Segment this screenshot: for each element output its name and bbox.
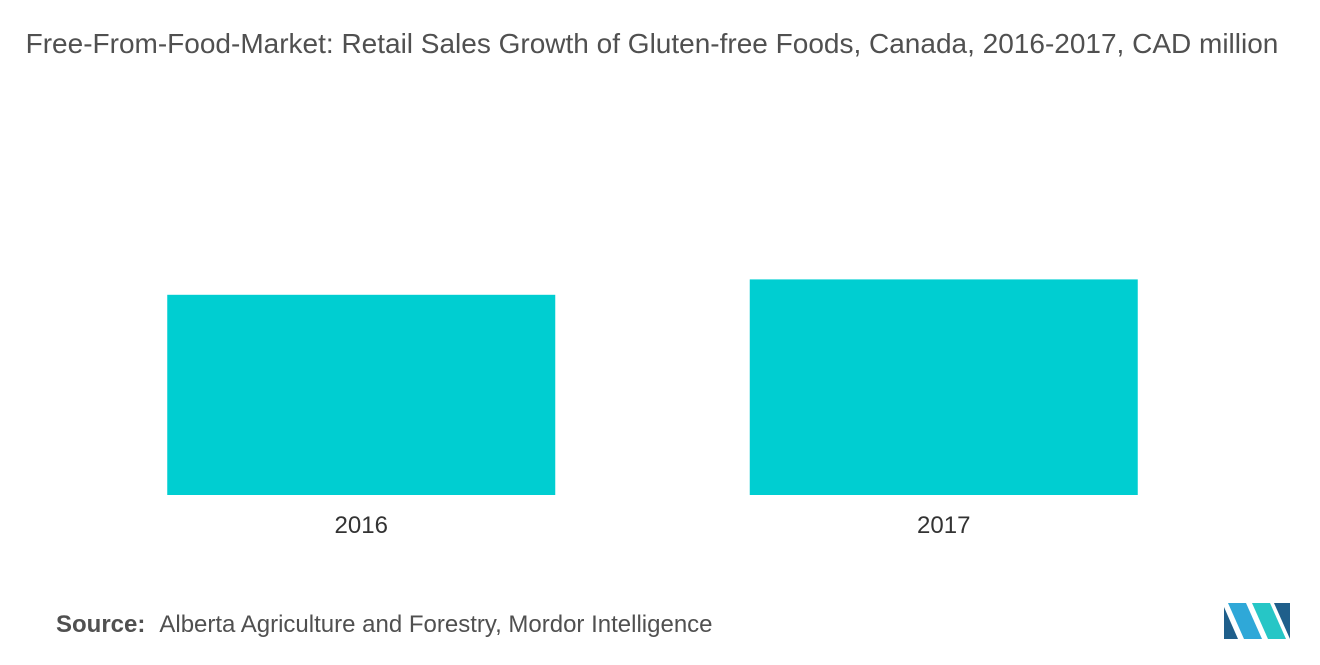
x-tick-labels: 2016 2017: [335, 512, 971, 539]
bars-group: [167, 279, 1138, 495]
chart-title: Free-From-Food-Market: Retail Sales Grow…: [25, 28, 1279, 59]
source-note: Source: Alberta Agriculture and Forestry,…: [56, 611, 713, 639]
mordor-intelligence-logo-icon: [1224, 603, 1290, 639]
x-tick-label-2017: 2017: [917, 512, 970, 539]
source-text: Alberta Agriculture and Forestry, Mordor…: [159, 611, 713, 638]
source-label: Source:: [56, 611, 146, 638]
bar-2016: [167, 294, 556, 495]
bar-2017: [749, 279, 1138, 495]
bar-chart: 2016 2017: [167, 279, 1138, 539]
x-tick-label-2016: 2016: [335, 512, 388, 539]
